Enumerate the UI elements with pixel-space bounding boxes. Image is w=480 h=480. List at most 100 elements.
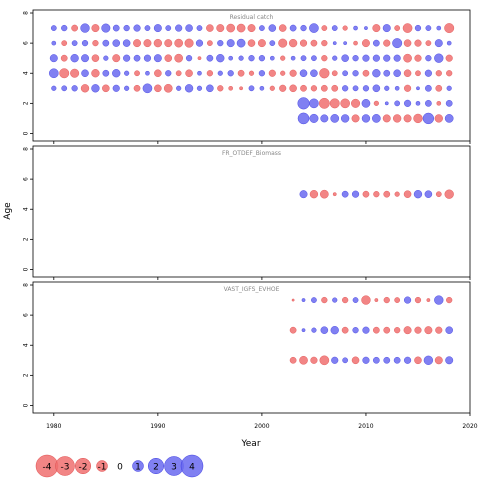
bubble [383,356,391,364]
bubble [415,101,421,106]
bubble [196,85,203,91]
bubble [101,23,111,33]
bubble [382,24,391,33]
legend-bubble [180,454,204,478]
bubble [310,85,318,92]
bubble [206,70,213,77]
bubble [164,39,173,48]
bubble [414,54,422,62]
bubble [297,97,310,110]
bubble [154,84,162,93]
panels-layer: Residual catch 0 2 4 6 8 FR_OTDEF_Biomass 0 2 4 6 8… [23,9,478,430]
bubble [310,356,318,364]
bubble [269,85,275,91]
panel-1: Residual catch 0 2 4 6 8 [23,9,471,144]
bubble [434,356,443,365]
bubble [59,68,70,79]
bubble [124,85,130,91]
x-tick-label: 2010 [358,423,373,430]
bubble [309,23,319,33]
panel-title: VAST_IGFS_EVHOE [224,286,280,293]
bubble [402,23,413,33]
bubble [332,297,338,303]
bubble [175,70,182,77]
bubble [423,355,434,365]
legend-bubble [132,460,144,472]
bubble [330,326,339,335]
bubble [318,97,330,109]
bubble [362,326,370,334]
bubble [279,84,287,92]
bubble [434,39,443,48]
bubble [321,296,328,304]
bubble [258,70,266,77]
panel-frame [32,145,471,278]
bubble [404,356,412,364]
bubble [290,55,296,61]
bubble [383,326,391,334]
bubble [70,68,80,78]
bubble [331,25,338,31]
bubble [425,55,432,62]
legend-label: -1 [98,463,107,473]
bubble [384,101,389,106]
bubble [383,54,391,62]
bubble [426,298,431,302]
bubble [153,38,162,48]
bubble [321,25,328,31]
bubble [248,85,255,92]
bubble [331,356,339,364]
legend-bubble [147,457,165,475]
bubble [404,84,412,92]
bubble [184,84,194,93]
bubble [435,84,443,92]
bubble [216,54,225,63]
legend-label: 4 [189,463,195,473]
bubble [134,70,140,77]
bubble [342,85,349,92]
bubble [341,114,350,123]
bubble [268,24,277,32]
bubble [343,41,348,46]
bubble [361,99,371,108]
bubble [185,24,193,32]
bubble [217,70,223,76]
bubble [236,38,246,48]
bubble [289,24,297,32]
bubble [434,114,443,123]
bubble [331,84,339,92]
bubble [61,85,68,92]
bubble [226,39,235,48]
bubble [239,86,243,91]
bubble [299,355,308,365]
bubble [70,54,79,63]
bubble [425,25,432,31]
bubble [216,24,225,33]
bubble [133,54,141,62]
bubble [144,25,151,31]
bubble [176,85,182,91]
bubble [311,297,317,303]
bubble [403,53,412,63]
bubble [311,327,317,333]
bubble [237,69,245,77]
bubble [60,54,68,62]
bubble [351,190,360,198]
bubble [331,70,338,77]
bubble [444,114,454,123]
y-tick-label: 8 [23,283,30,287]
bubble [416,86,420,91]
bubble [413,190,423,199]
bubble [340,98,350,109]
bubble [297,112,310,125]
bubble [195,39,204,47]
bubble [112,54,121,63]
bubble [436,25,442,31]
bubble [383,69,391,77]
bubble [435,191,442,198]
bubble [394,297,401,303]
legend-label: 1 [135,463,141,473]
bubble [238,55,244,61]
bubble [445,326,453,334]
